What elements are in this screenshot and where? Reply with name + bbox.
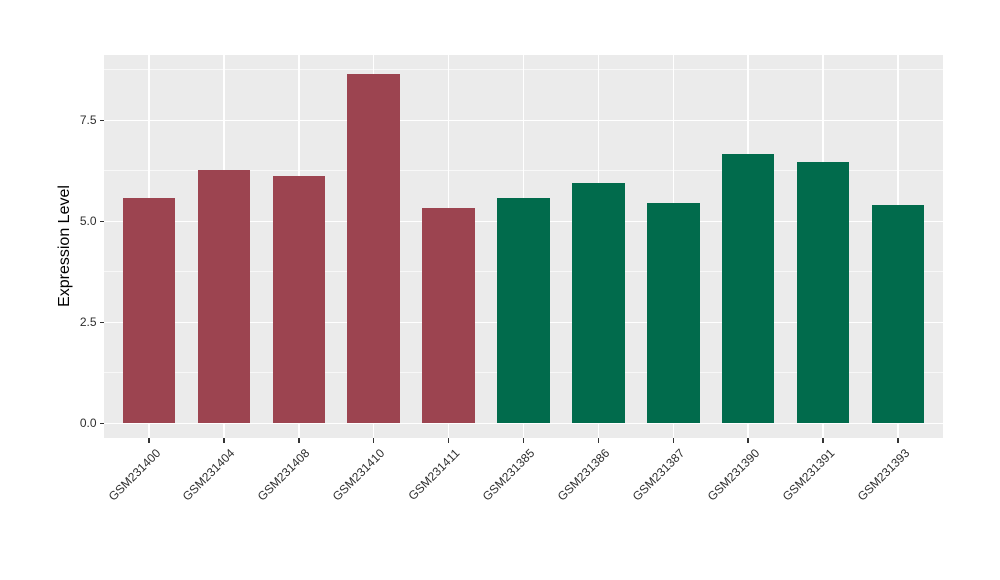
bar-GSM231411 xyxy=(422,207,475,424)
bar-GSM231400 xyxy=(122,198,176,424)
plot-panel xyxy=(104,55,943,438)
x-tick-label: GSM231408 xyxy=(255,446,313,504)
x-tick-label: GSM231390 xyxy=(704,446,763,504)
bar-GSM231393 xyxy=(871,205,925,424)
x-tick-mark xyxy=(298,438,300,443)
x-tick-mark xyxy=(447,438,450,443)
bar-GSM231390 xyxy=(722,154,775,424)
y-tick-label: 2.5 xyxy=(79,315,97,330)
y-tick-label: 5.0 xyxy=(79,214,97,229)
x-tick-label: GSM231400 xyxy=(105,446,163,504)
y-tick-mark xyxy=(99,422,104,425)
bar-GSM231387 xyxy=(647,202,700,424)
x-tick-mark xyxy=(372,438,375,443)
x-tick-mark xyxy=(672,438,675,443)
x-tick-mark xyxy=(148,438,150,443)
x-tick-mark xyxy=(897,438,899,443)
x-tick-label: GSM231385 xyxy=(479,446,538,504)
y-axis-title: Expression Level xyxy=(56,185,73,307)
bar-GSM231386 xyxy=(572,183,625,424)
x-tick-label: GSM231404 xyxy=(180,446,238,504)
x-tick-mark xyxy=(597,438,600,443)
y-tick-mark xyxy=(99,119,104,122)
y-tick-label: 7.5 xyxy=(79,113,97,128)
bar-GSM231404 xyxy=(197,170,251,424)
x-tick-mark xyxy=(223,438,225,443)
y-tick-label: 0.0 xyxy=(79,416,97,431)
x-tick-mark xyxy=(747,438,749,443)
x-tick-mark xyxy=(522,438,525,443)
bar-GSM231391 xyxy=(796,162,850,424)
x-tick-label: GSM231411 xyxy=(405,446,463,503)
x-tick-label: GSM231391 xyxy=(779,446,838,504)
x-tick-label: GSM231386 xyxy=(554,446,613,504)
x-tick-label: GSM231410 xyxy=(330,446,388,504)
bar-GSM231408 xyxy=(272,176,325,424)
x-tick-label: GSM231387 xyxy=(629,446,688,504)
x-tick-mark xyxy=(822,438,824,443)
y-tick-mark xyxy=(99,321,104,324)
bar-GSM231410 xyxy=(347,74,400,424)
bar-GSM231385 xyxy=(497,197,550,424)
x-tick-label: GSM231393 xyxy=(854,446,912,504)
y-tick-mark xyxy=(99,220,104,223)
